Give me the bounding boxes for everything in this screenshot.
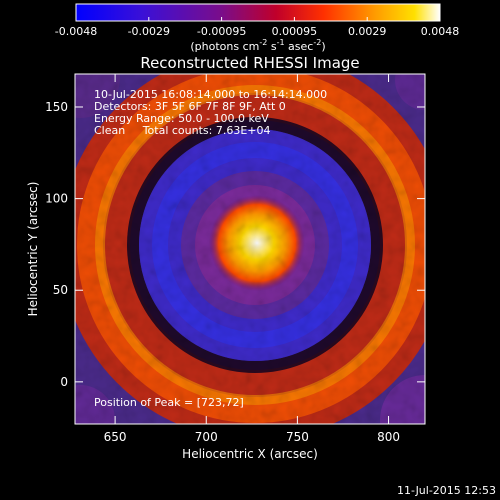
colorbar-tick-label: -0.0048 bbox=[55, 25, 97, 38]
y-tick-label: 100 bbox=[45, 192, 68, 206]
x-axis-ticks: 650 700 750 800 bbox=[104, 74, 400, 444]
info-annotations: 10-Jul-2015 16:08:14.000 to 16:14:14.000… bbox=[94, 88, 327, 137]
plot-title: Reconstructed RHESSI Image bbox=[140, 54, 359, 72]
colorbar-tick-label: -0.0029 bbox=[128, 25, 170, 38]
y-axis-label: Heliocentric Y (arcsec) bbox=[26, 182, 40, 317]
colorbar-ticks: -0.0048 -0.0029 -0.00095 0.00095 0.0029 0.004… bbox=[55, 17, 459, 38]
colorbar-tick-label: 0.00095 bbox=[272, 25, 318, 38]
footer-date: 11-Jul-2015 12:53 bbox=[397, 484, 496, 497]
y-tick-label: 150 bbox=[45, 100, 68, 114]
info-time-range: 10-Jul-2015 16:08:14.000 to 16:14:14.000 bbox=[94, 88, 327, 101]
x-axis-label: Heliocentric X (arcsec) bbox=[182, 447, 318, 461]
heatmap-image bbox=[75, 74, 425, 424]
colorbar-tick-label: -0.00095 bbox=[197, 25, 246, 38]
colorbar-gradient bbox=[75, 3, 441, 22]
colorbar-tick-label: 0.0029 bbox=[348, 25, 387, 38]
info-energy-range: Energy Range: 50.0 - 100.0 keV bbox=[94, 112, 269, 125]
x-tick-label: 750 bbox=[286, 430, 309, 444]
y-axis-ticks: 0 50 100 150 bbox=[45, 100, 425, 389]
x-tick-label: 700 bbox=[195, 430, 218, 444]
y-tick-label: 0 bbox=[60, 375, 68, 389]
plot-frame bbox=[74, 73, 426, 425]
info-detectors: Detectors: 3F 5F 6F 7F 8F 9F, Att 0 bbox=[94, 100, 286, 113]
x-tick-label: 800 bbox=[377, 430, 400, 444]
y-tick-label: 50 bbox=[53, 283, 68, 297]
info-clean-counts: Clean Total counts: 7.63E+04 bbox=[94, 124, 271, 137]
peak-position-label: Position of Peak = [723,72] bbox=[94, 396, 244, 409]
colorbar: -0.0048 -0.0029 -0.00095 0.00095 0.0029 0.004… bbox=[55, 3, 459, 53]
colorbar-units: (photons cm-2 s-1 asec-2) bbox=[190, 38, 325, 53]
colorbar-tick-label: 0.0048 bbox=[421, 25, 460, 38]
x-tick-label: 650 bbox=[104, 430, 127, 444]
